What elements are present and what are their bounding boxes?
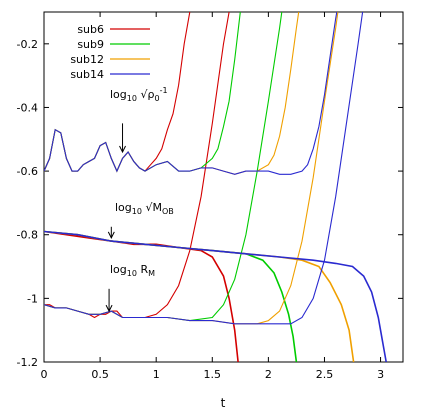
annotation-label: log10 √MOB	[115, 201, 174, 216]
x-axis-label: t	[221, 396, 226, 410]
x-tick-label: 1.5	[204, 368, 222, 381]
y-tick-label: -0.6	[17, 165, 38, 178]
annotation-arrow-head	[105, 304, 113, 313]
series-line-sub14-1	[44, 12, 364, 325]
annotation-label: log10 RM	[110, 263, 155, 278]
x-tick-label: 1	[153, 368, 160, 381]
legend-label-sub14: sub14	[70, 68, 104, 81]
x-tick-label: 0.5	[91, 368, 109, 381]
annotation-arrow-head	[119, 145, 126, 154]
y-tick-label: -0.4	[17, 101, 38, 114]
legend-label-sub12: sub12	[70, 53, 104, 66]
legend: sub6 sub9 sub12 sub14	[70, 23, 150, 81]
x-tick-label: 3	[377, 368, 384, 381]
y-tick-label: -0.8	[17, 229, 38, 242]
y-tick-label: -1.2	[17, 356, 38, 369]
legend-label-sub6: sub6	[77, 23, 104, 36]
y-tick-label: -0.2	[17, 38, 38, 51]
x-tick-label: 0	[41, 368, 48, 381]
series-layer	[44, 12, 387, 362]
series-line-sub14-2	[44, 230, 387, 362]
plot-frame	[43, 11, 404, 363]
legend-label-sub9: sub9	[77, 38, 104, 51]
series-line-sub14-0	[44, 12, 338, 175]
x-tick-label: 2	[265, 368, 272, 381]
annotation-arrow-head	[107, 231, 115, 240]
annotation-layer: log10 √ρ0-1 log10 √MOB log10 RM	[105, 86, 174, 313]
annotation-label: log10 √ρ0-1	[110, 86, 168, 103]
x-tick-label: 2.5	[316, 368, 334, 381]
axis-ticks: 0 0.5 1 1.5 2 2.5 3 -0.2 -0.4 -0.6 -0.8 -1 -1.2	[17, 12, 403, 381]
series-line-sub9-2	[44, 230, 298, 362]
y-tick-label: -1	[27, 292, 38, 305]
